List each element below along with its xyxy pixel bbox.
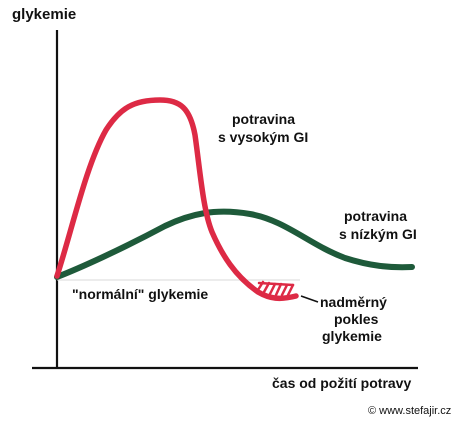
drop-hatching xyxy=(256,280,295,297)
drop-label-line-2: pokles xyxy=(334,311,379,327)
drop-pointer-line xyxy=(300,295,319,303)
high-gi-label-line-1: potravina xyxy=(232,111,295,127)
copyright-text: © www.stefajir.cz xyxy=(368,405,451,417)
drop-label-line-1: nadměrný xyxy=(320,294,387,310)
x-axis-label: čas od požití potravy xyxy=(272,375,411,391)
low-gi-label-line-2: s nízkým GI xyxy=(339,226,417,242)
drop-label-line-3: glykemie xyxy=(322,328,382,344)
series-line-low-gi xyxy=(54,208,415,280)
normal-level-label: "normální" glykemie xyxy=(72,286,208,302)
y-axis-label: glykemie xyxy=(12,6,76,23)
series-line-high-gi xyxy=(54,97,299,302)
high-gi-label-line-2: s vysokým GI xyxy=(218,129,308,145)
low-gi-label-line-1: potravina xyxy=(344,208,407,224)
